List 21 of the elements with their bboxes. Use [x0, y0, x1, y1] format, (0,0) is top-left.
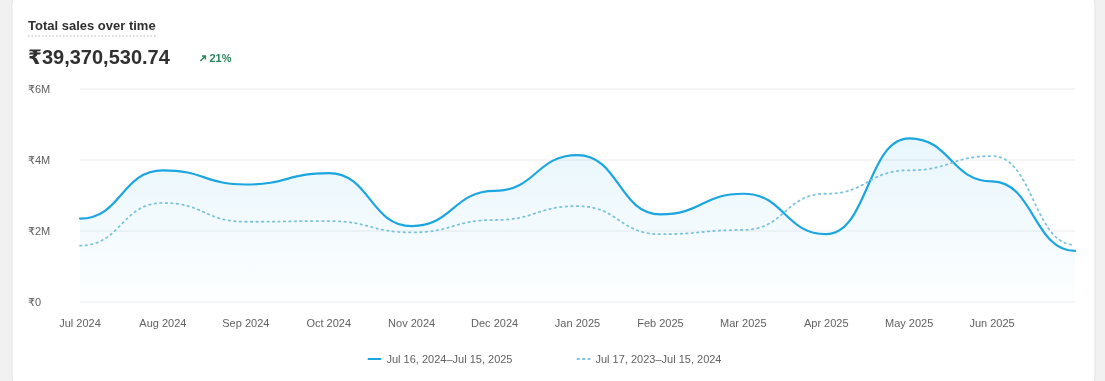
y-tick-label: ₹0: [28, 295, 42, 308]
legend-label: Jul 17, 2023–Jul 15, 2024: [595, 352, 722, 365]
x-tick-label: Sep 2024: [222, 317, 270, 329]
x-tick-label: Jul 2024: [59, 317, 101, 329]
x-tick-label: Nov 2024: [388, 317, 436, 329]
x-tick-label: Jun 2025: [969, 317, 1015, 329]
chart-title: Total sales over time: [28, 18, 156, 33]
x-tick-label: Jan 2025: [554, 317, 601, 329]
x-tick-label: Apr 2025: [803, 317, 849, 329]
y-tick-label: ₹6M: [28, 82, 51, 95]
text: 21%: [209, 52, 232, 64]
x-tick-label: Feb 2025: [637, 317, 684, 329]
x-tick-label: May 2025: [885, 317, 934, 329]
x-tick-label: Dec 2024: [471, 317, 519, 329]
chart-subtitle: ₹39,370,530.74: [28, 46, 171, 68]
x-tick-label: Aug 2024: [139, 317, 187, 329]
x-tick-label: Oct 2024: [306, 317, 352, 329]
x-tick-label: Mar 2025: [720, 317, 767, 329]
legend-label: Jul 16, 2024–Jul 15, 2025: [386, 352, 513, 365]
y-tick-label: ₹4M: [28, 153, 51, 166]
y-tick-label: ₹2M: [28, 224, 51, 237]
